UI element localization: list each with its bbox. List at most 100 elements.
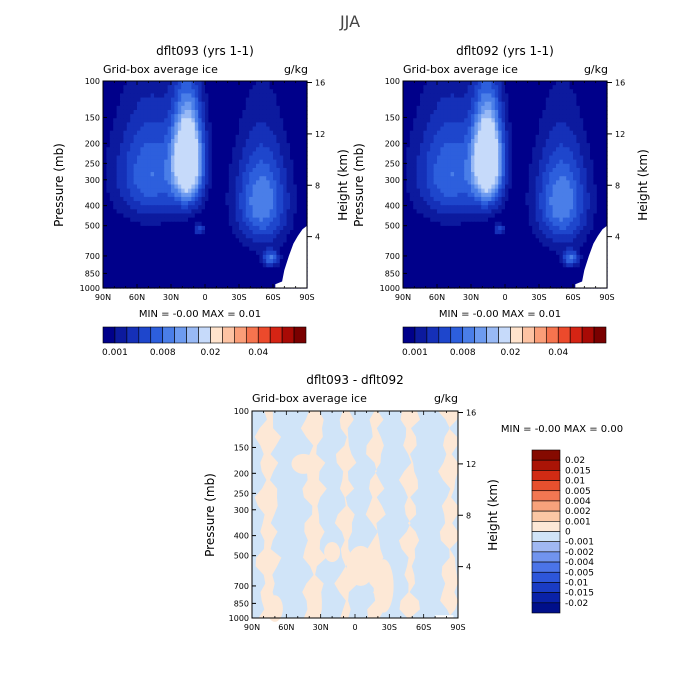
- left-cell: [181, 81, 186, 86]
- left-cell: [198, 225, 203, 231]
- left-cell: [211, 101, 216, 107]
- right-cell: [457, 114, 462, 119]
- right-cell: [542, 109, 547, 115]
- right-cell: [498, 143, 503, 148]
- right-cell: [532, 167, 537, 173]
- right-cell: [515, 196, 520, 202]
- left-cell: [262, 250, 267, 256]
- right-cell: [539, 167, 543, 173]
- right-cell: [423, 167, 428, 173]
- left-cell: [109, 283, 114, 289]
- left-cell: [103, 97, 107, 103]
- left-cell: [106, 184, 111, 190]
- left-cell: [167, 155, 172, 161]
- left-cell: [201, 254, 206, 260]
- left-cell: [215, 230, 220, 235]
- left-cell: [103, 101, 107, 107]
- right-cell: [471, 201, 475, 206]
- left-cell: [126, 230, 131, 235]
- left-cell: [130, 155, 135, 161]
- right-cell: [593, 172, 598, 177]
- left-cell: [174, 151, 179, 157]
- left-cell: [249, 246, 254, 252]
- right-cell: [542, 184, 547, 190]
- left-cell: [235, 254, 240, 260]
- right-cell: [474, 126, 479, 132]
- left-cell: [242, 283, 247, 289]
- left-cell: [126, 221, 131, 227]
- left-xtick-label: 30N: [163, 293, 179, 302]
- right-cell: [525, 81, 530, 86]
- left-cell: [245, 163, 250, 169]
- left-cell: [239, 89, 243, 95]
- right-cell: [406, 184, 411, 190]
- left-cell: [184, 192, 189, 198]
- left-cell: [242, 230, 247, 235]
- right-cell: [413, 209, 418, 215]
- right-cell: [491, 176, 496, 181]
- right-cell: [600, 176, 605, 181]
- left-cell: [283, 81, 288, 86]
- right-cell: [498, 176, 503, 181]
- left-cell: [164, 205, 169, 210]
- left-cell: [147, 188, 152, 194]
- right-cell: [603, 151, 608, 157]
- left-cell: [188, 201, 192, 206]
- right-cell: [481, 209, 486, 215]
- right-cell: [464, 151, 469, 157]
- left-cell: [133, 254, 138, 260]
- left-cell: [147, 238, 152, 244]
- right-cell: [426, 89, 431, 95]
- left-cell: [259, 250, 264, 256]
- left-cell: [133, 122, 138, 128]
- left-cell: [198, 267, 203, 273]
- right-cell: [460, 192, 465, 198]
- left-cell: [249, 176, 254, 181]
- right-cell: [593, 167, 598, 173]
- left-cell: [137, 109, 141, 115]
- left-cell: [167, 105, 172, 111]
- left-colorbar-swatch: [198, 326, 211, 344]
- left-cell: [164, 126, 169, 132]
- left-cell: [147, 143, 152, 148]
- left-cell: [279, 163, 284, 169]
- left-cell: [293, 109, 298, 115]
- left-cell: [126, 246, 131, 252]
- right-cell: [413, 93, 418, 99]
- left-cell: [205, 97, 209, 103]
- panel-left-ylabel: Pressure (mb): [52, 143, 66, 227]
- right-cell: [518, 105, 523, 111]
- right-cell: [573, 155, 577, 161]
- right-cell: [542, 101, 547, 107]
- left-cell: [266, 196, 271, 202]
- right-cell: [416, 172, 421, 177]
- right-cell: [535, 134, 540, 140]
- left-cell: [177, 201, 182, 206]
- left-cell: [201, 279, 206, 285]
- left-cell: [157, 209, 162, 215]
- right-cell: [518, 126, 523, 132]
- left-cell: [201, 118, 206, 123]
- right-cell: [586, 81, 591, 86]
- left-cell: [154, 176, 158, 181]
- right-cell: [559, 118, 564, 123]
- left-cell: [116, 167, 121, 173]
- left-cell: [293, 114, 298, 119]
- left-cell: [293, 118, 298, 123]
- left-cell: [205, 114, 209, 119]
- right-cell: [532, 184, 537, 190]
- left-cell: [256, 118, 260, 123]
- right-cell: [416, 209, 421, 215]
- right-cell: [593, 138, 598, 144]
- left-cell: [164, 89, 169, 95]
- left-cell: [123, 254, 128, 260]
- right-cell: [416, 85, 421, 90]
- left-cell: [147, 221, 152, 227]
- right-cell: [535, 118, 540, 123]
- right-cell: [562, 93, 567, 99]
- right-cell: [603, 114, 608, 119]
- left-cell: [164, 267, 169, 273]
- right-cell: [566, 159, 571, 165]
- left-cell: [191, 138, 196, 144]
- left-cell: [293, 130, 298, 136]
